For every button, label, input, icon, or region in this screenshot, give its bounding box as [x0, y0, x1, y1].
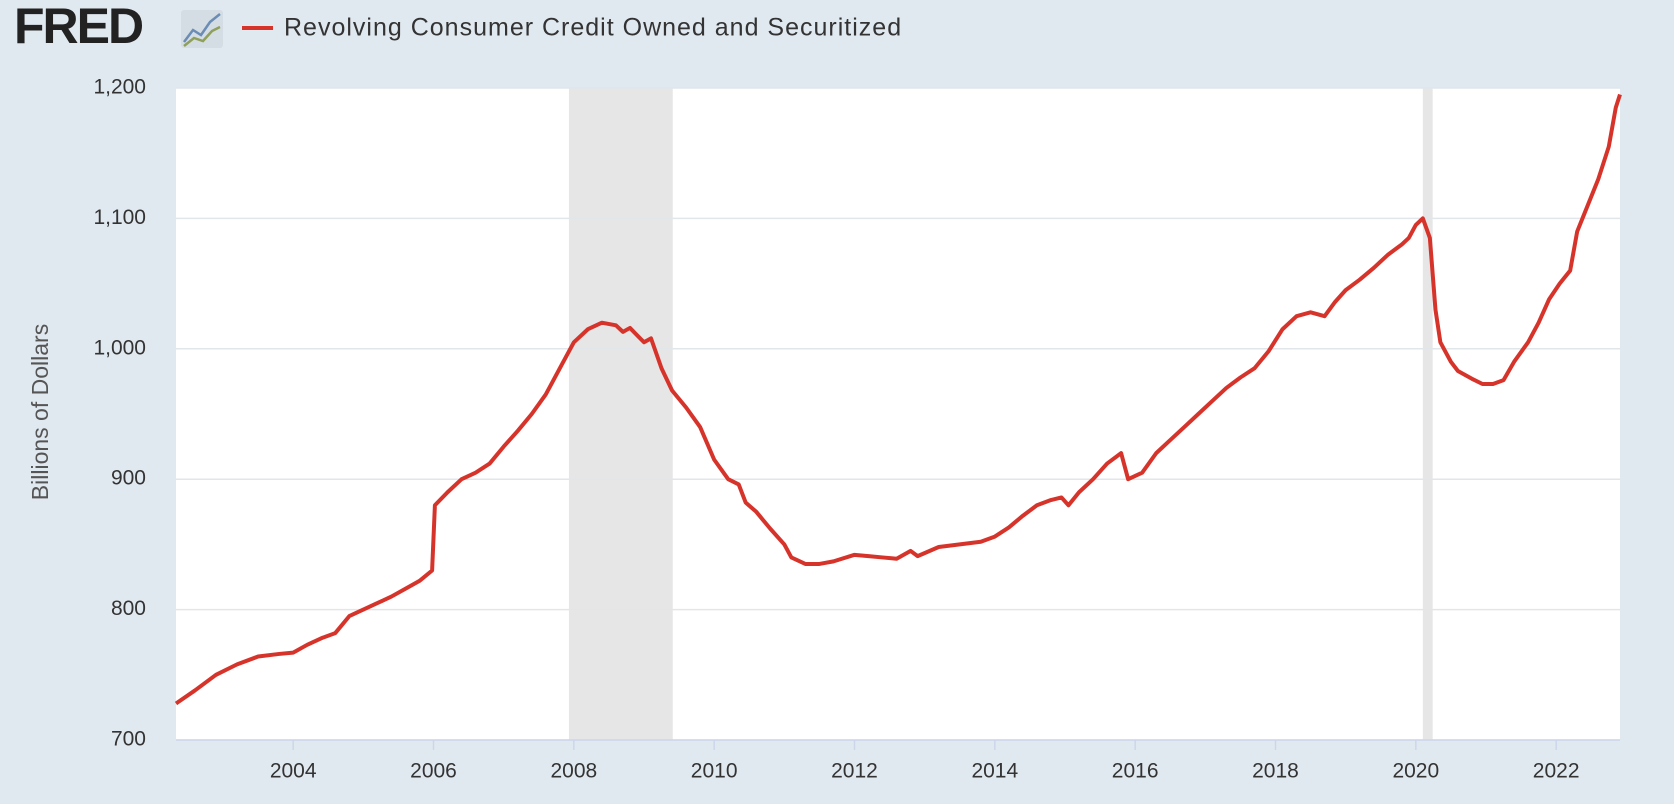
- x-tick-label: 2012: [831, 760, 878, 783]
- recession-band: [1422, 88, 1433, 740]
- y-tick-label: 900: [111, 467, 146, 490]
- logo: FRED: [14, 0, 143, 54]
- y-tick-label: 1,100: [93, 206, 146, 229]
- y-tick-label: 1,200: [93, 76, 146, 99]
- x-tick-label: 2004: [270, 760, 317, 783]
- line-series: [174, 93, 1622, 706]
- x-tick-label: 2020: [1392, 760, 1439, 783]
- x-tick-label: 2018: [1252, 760, 1299, 783]
- plot-area: [176, 88, 1620, 740]
- x-tick-label: 2010: [691, 760, 738, 783]
- logo-icon: [181, 10, 223, 48]
- x-tick-label: 2022: [1533, 760, 1580, 783]
- x-tick-label: 2008: [550, 760, 597, 783]
- y-tick-label: 700: [111, 728, 146, 751]
- recession-band: [568, 88, 673, 740]
- legend-label: Revolving Consumer Credit Owned and Secu…: [284, 14, 902, 42]
- x-tick-label: 2014: [971, 760, 1018, 783]
- y-tick-label: 800: [111, 597, 146, 620]
- y-tick-label: 1,000: [93, 336, 146, 359]
- y-axis-label: Billions of Dollars: [27, 324, 53, 500]
- x-tick-label: 2006: [410, 760, 457, 783]
- x-tick-label: 2016: [1112, 760, 1159, 783]
